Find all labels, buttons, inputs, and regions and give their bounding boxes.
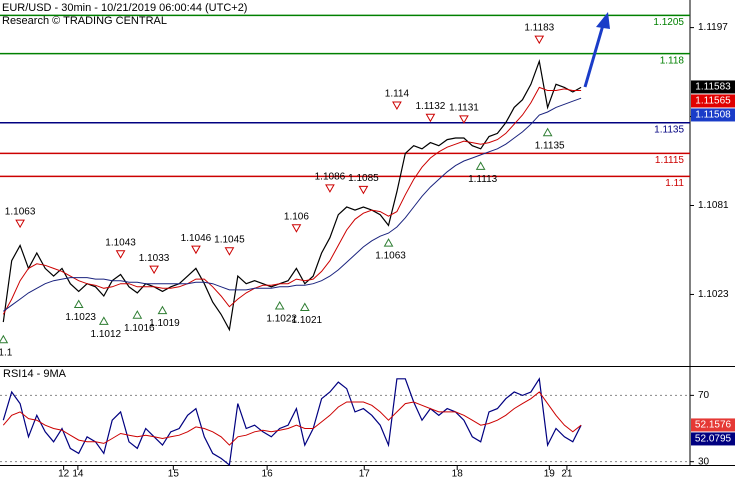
series-line (2, 391, 582, 446)
high-marker (425, 113, 436, 123)
marker-label: 1.1012 (91, 329, 122, 340)
marker-label: 1.1043 (105, 237, 136, 248)
low-marker (132, 310, 143, 319)
value-box-label: 1.11508 (695, 110, 731, 121)
high-marker (358, 185, 369, 195)
plot-layer: 1.11971.11391.10811.10231.12051.1181.113… (0, 14, 735, 480)
value-box (691, 108, 735, 122)
marker-label: 1.1183 (524, 23, 554, 34)
x-tick-label: 18 (452, 469, 464, 480)
low-marker (274, 300, 285, 310)
high-marker (291, 224, 302, 233)
marker-label: 1.1086 (315, 171, 346, 182)
marker-label: 1.1085 (348, 173, 379, 184)
marker-label: 1.1023 (65, 312, 96, 323)
series-line (3, 97, 582, 312)
marker-label: 1.1045 (214, 234, 245, 245)
high-marker (115, 250, 126, 259)
y-tick-label: 70 (698, 390, 710, 401)
chart-subtitle: Research © TRADING CENTRAL (2, 15, 167, 27)
level-label: 1.1115 (655, 155, 685, 166)
low-marker (73, 299, 84, 308)
y-tick-label: 1.1023 (698, 289, 729, 300)
x-tick-label: 21 (561, 469, 573, 480)
marker-label: 1.1046 (181, 233, 212, 244)
forecast-arrow (583, 24, 605, 88)
low-marker (542, 127, 553, 137)
level-label: 1.1135 (654, 124, 684, 135)
low-marker (383, 238, 394, 247)
marker-label: 1.1021 (292, 315, 323, 326)
marker-label: 1.1063 (375, 251, 406, 262)
marker-label: 1.1132 (415, 101, 445, 112)
x-tick-label: 19 (544, 469, 556, 480)
high-marker (534, 35, 545, 45)
low-marker (299, 302, 310, 312)
high-marker (224, 247, 235, 256)
marker-label: 1.1113 (468, 174, 498, 185)
marker-label: 1.1063 (5, 207, 36, 218)
high-marker (459, 115, 469, 124)
chart-title: EUR/USD - 30min - 10/21/2019 06:00:44 (U… (2, 2, 247, 14)
value-box-label: 1.11583 (695, 82, 731, 93)
value-box (691, 80, 735, 94)
marker-label: 1.1033 (139, 253, 170, 264)
high-marker (191, 245, 201, 255)
marker-label: 1.106 (284, 211, 309, 222)
y-tick-label: 1.1197 (698, 22, 728, 33)
x-tick-label: 15 (168, 469, 180, 480)
x-tick-label: 17 (359, 469, 371, 480)
rsi-title: RSI14 - 9MA (3, 368, 67, 380)
series-line (2, 86, 582, 315)
high-marker (149, 265, 159, 275)
x-tick-label: 14 (72, 469, 84, 480)
low-marker (475, 161, 486, 170)
high-marker (392, 101, 402, 111)
x-tick-label: 16 (262, 469, 274, 480)
level-label: 1.11 (665, 178, 684, 189)
value-box-label: 52.1576 (695, 420, 732, 431)
marker-label: 1.1019 (149, 318, 180, 329)
marker-label: 1.1 (0, 347, 13, 358)
level-label: 1.1205 (653, 17, 684, 28)
high-marker (15, 219, 25, 229)
marker-label: 1.1135 (535, 140, 565, 151)
y-tick-label: 1.1081 (698, 200, 729, 211)
marker-label: 1.114 (385, 89, 410, 100)
low-marker (0, 334, 9, 344)
forecast-arrow-head (596, 12, 610, 29)
marker-label: 1.1131 (449, 102, 479, 113)
level-label: 1.118 (660, 55, 685, 66)
x-tick-label: 12 (58, 469, 70, 480)
low-marker (98, 316, 109, 325)
marker-label: 1.1016 (124, 323, 155, 334)
high-marker (325, 184, 335, 193)
y-tick-label: 30 (698, 456, 710, 467)
value-box-label: 52.0795 (695, 434, 732, 445)
value-box (691, 418, 735, 432)
series-line (2, 59, 582, 332)
value-box-label: 1.11565 (695, 96, 731, 107)
marker-label: 1.1022 (266, 314, 297, 325)
low-marker (157, 305, 168, 315)
value-box (691, 432, 735, 446)
series-line (2, 377, 582, 467)
value-box (691, 94, 735, 108)
